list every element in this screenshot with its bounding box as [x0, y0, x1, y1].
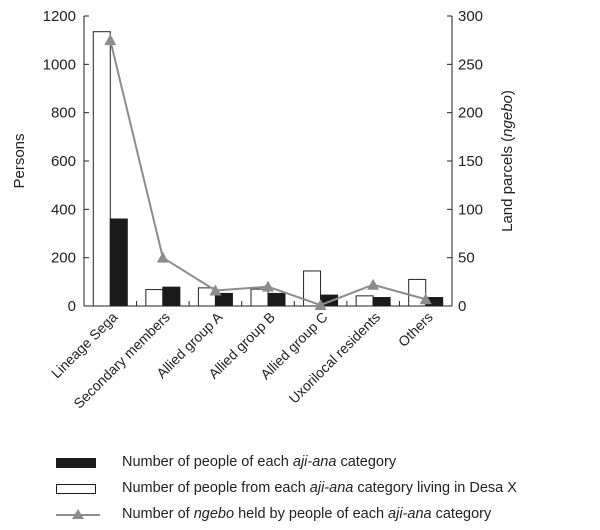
- legend-swatch-line: [56, 509, 100, 519]
- bar-black: [267, 292, 286, 307]
- bar-black: [372, 297, 391, 307]
- ngebo-marker: [209, 284, 222, 296]
- x-category-label: Uxorilocal residents: [286, 309, 384, 407]
- left-tick-label: 1000: [43, 56, 76, 73]
- bar-white: [408, 278, 427, 307]
- x-category-label: Secondary members: [70, 309, 173, 412]
- left-axis-title: Persons: [11, 133, 28, 188]
- right-axis-title-part: ): [499, 90, 516, 95]
- left-tick-label: 400: [51, 201, 76, 218]
- right-tick-label: 100: [458, 201, 483, 218]
- left-tick-label: 600: [51, 153, 76, 170]
- right-axis-title-part: Land parcels (: [499, 137, 516, 232]
- bar-white: [303, 270, 322, 307]
- ngebo-marker: [156, 251, 169, 263]
- right-tick-label: 50: [458, 250, 475, 267]
- x-category-label: Others: [395, 309, 436, 350]
- legend-item-black: Number of people of each aji-ana categor…: [56, 452, 596, 478]
- right-tick-label: 300: [458, 8, 483, 25]
- left-tick-label: 800: [51, 105, 76, 122]
- legend: Number of people of each aji-ana categor…: [56, 452, 596, 530]
- left-tick-label: 0: [68, 298, 76, 315]
- right-tick-label: 150: [458, 153, 483, 170]
- bar-black: [109, 218, 128, 307]
- ngebo-marker: [367, 278, 380, 290]
- bar-white: [145, 289, 164, 307]
- ngebo-line: [109, 39, 426, 307]
- legend-swatch-black-bar: [56, 458, 96, 468]
- left-tick-label: 1200: [43, 8, 76, 25]
- ngebo-marker: [262, 280, 274, 292]
- right-tick-label: 250: [458, 56, 483, 73]
- right-axis-title: Land parcels (ngebo): [499, 90, 516, 232]
- ngebo-marker: [314, 299, 327, 311]
- chart: 0 200 400 600 800 1000 1200 0 50 100 150 200 250 300 P…: [11, 8, 516, 412]
- bar-white: [92, 31, 111, 307]
- right-tick-label: 200: [458, 105, 483, 122]
- bar-black: [162, 286, 181, 307]
- legend-swatch-white-bar: [56, 484, 96, 494]
- ngebo-marker: [419, 293, 432, 305]
- bar-white: [355, 295, 374, 307]
- legend-item-line: Number of ngebo held by people of each a…: [56, 504, 596, 530]
- ngebo-marker: [104, 34, 117, 46]
- left-tick-label: 200: [51, 250, 76, 267]
- legend-item-white: Number of people from each aji-ana categ…: [56, 478, 596, 504]
- bar-black: [214, 292, 233, 307]
- legend-label-line: Number of ngebo held by people of each a…: [122, 506, 492, 522]
- right-axis-title-part: ngebo: [499, 95, 516, 137]
- legend-label-white: Number of people from each aji-ana categ…: [122, 480, 517, 496]
- right-tick-label: 0: [458, 298, 466, 315]
- legend-label-black: Number of people of each aji-ana categor…: [122, 454, 397, 470]
